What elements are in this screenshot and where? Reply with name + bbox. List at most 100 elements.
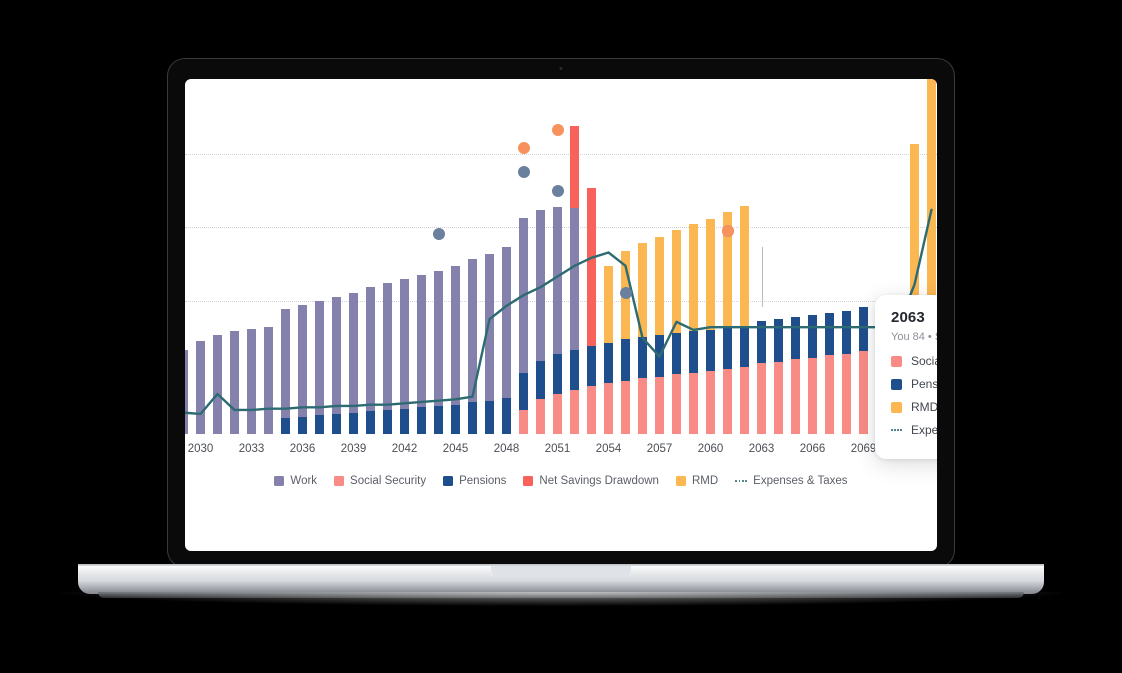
table-row[interactable]: [706, 219, 715, 434]
table-row[interactable]: [791, 316, 800, 434]
bar-segment: [587, 385, 596, 434]
table-row[interactable]: [723, 212, 732, 434]
scatter-dot: [432, 227, 445, 240]
bar-segment: [757, 320, 766, 364]
bar-segment: [349, 412, 358, 434]
bar-segment: [791, 359, 800, 434]
table-row[interactable]: [740, 205, 749, 434]
x-axis-tick-label: 2051: [544, 443, 571, 455]
table-row[interactable]: [570, 125, 579, 434]
tooltip-row-label: Social Security: [911, 354, 937, 368]
table-row[interactable]: [417, 275, 426, 434]
bar-segment: [808, 357, 817, 434]
bar-segment: [185, 349, 188, 434]
legend-label: Expenses & Taxes: [753, 475, 848, 487]
legend-label: Pensions: [459, 475, 507, 487]
table-row[interactable]: [587, 188, 596, 434]
table-row[interactable]: [315, 300, 324, 434]
bar-segment: [553, 353, 562, 394]
legend-item[interactable]: Social Security: [334, 475, 426, 487]
table-row[interactable]: [230, 331, 239, 434]
table-row[interactable]: [366, 287, 375, 434]
bar-segment: [502, 247, 511, 398]
bar-segment: [723, 327, 732, 369]
table-row[interactable]: [349, 292, 358, 434]
bar-segment: [638, 243, 647, 337]
bar-segment: [706, 329, 715, 372]
table-row[interactable]: [281, 308, 290, 434]
bar-segment: [604, 265, 613, 344]
table-row[interactable]: [604, 265, 613, 434]
legend-swatch-icon: [523, 476, 534, 486]
bar-segment: [740, 367, 749, 434]
table-row[interactable]: [485, 253, 494, 434]
table-row[interactable]: [638, 243, 647, 434]
bar-segment: [655, 236, 664, 336]
bar-segment: [553, 393, 562, 434]
legend-swatch-icon: [675, 476, 686, 486]
table-row[interactable]: [298, 304, 307, 434]
x-axis-tick-label: 2033: [238, 443, 265, 455]
table-row[interactable]: [247, 328, 256, 434]
table-row[interactable]: [185, 349, 188, 434]
table-row[interactable]: [825, 312, 834, 434]
legend-item[interactable]: Expenses & Taxes: [735, 475, 848, 487]
scatter-dot: [517, 142, 530, 155]
bar-segment: [485, 253, 494, 401]
table-row[interactable]: [672, 229, 681, 434]
bar-segment: [621, 339, 630, 381]
table-row[interactable]: [451, 265, 460, 434]
table-row[interactable]: [859, 307, 868, 434]
legend-swatch-icon: [274, 476, 285, 486]
bar-segment: [723, 368, 732, 434]
table-row[interactable]: [536, 209, 545, 434]
bar-segment: [468, 401, 477, 434]
scatter-dot: [721, 225, 734, 238]
bar-segment: [315, 300, 324, 416]
legend-item[interactable]: Work: [274, 475, 317, 487]
table-row[interactable]: [434, 271, 443, 434]
retirement-income-chart: 2030 2033 2036 2039 2042 2045 2048 2051 2054 2057…: [185, 79, 937, 551]
legend-item[interactable]: Pensions: [443, 475, 506, 487]
bar-segment: [434, 271, 443, 406]
table-row[interactable]: [383, 283, 392, 434]
table-row[interactable]: [757, 320, 766, 434]
bar-segment: [587, 345, 596, 386]
legend-item[interactable]: Net Savings Drawdown: [523, 475, 659, 487]
table-row[interactable]: [842, 311, 851, 434]
scatter-dot: [551, 185, 564, 198]
bar-segment: [655, 376, 664, 434]
legend-swatch-icon: [443, 476, 454, 486]
table-row[interactable]: [400, 279, 409, 434]
x-axis-tick-label: 2042: [391, 443, 418, 455]
table-row[interactable]: [332, 296, 341, 434]
table-row[interactable]: [196, 340, 205, 434]
bar-segment: [689, 372, 698, 434]
table-row[interactable]: [774, 319, 783, 434]
bar-segment: [519, 409, 528, 434]
chart-plot-area[interactable]: [185, 79, 937, 434]
table-row[interactable]: [808, 315, 817, 434]
x-axis-tick-label: 2048: [493, 443, 520, 455]
legend-label: Net Savings Drawdown: [539, 475, 659, 487]
table-row[interactable]: [264, 327, 273, 434]
table-row[interactable]: [689, 224, 698, 434]
bar-segment: [196, 340, 205, 434]
bar-segment: [468, 259, 477, 402]
bar-segment: [859, 307, 868, 352]
table-row[interactable]: [213, 335, 222, 434]
bar-segment: [672, 332, 681, 374]
bar-segment: [927, 79, 936, 300]
bar-segment: [774, 361, 783, 434]
chart-legend[interactable]: Work Social Security Pensions Net Savings D…: [185, 475, 937, 487]
table-row[interactable]: [468, 259, 477, 434]
table-row[interactable]: [502, 247, 511, 434]
bar-segment: [230, 331, 239, 434]
laptop-lid: 2030 2033 2036 2039 2042 2045 2048 2051 2054 2057…: [167, 58, 955, 568]
bar-segment: [842, 353, 851, 434]
legend-item[interactable]: RMD: [675, 475, 718, 487]
laptop-screen: 2030 2033 2036 2039 2042 2045 2048 2051 2054 2057…: [185, 79, 937, 551]
bar-segment: [808, 315, 817, 358]
table-row[interactable]: [553, 207, 562, 434]
